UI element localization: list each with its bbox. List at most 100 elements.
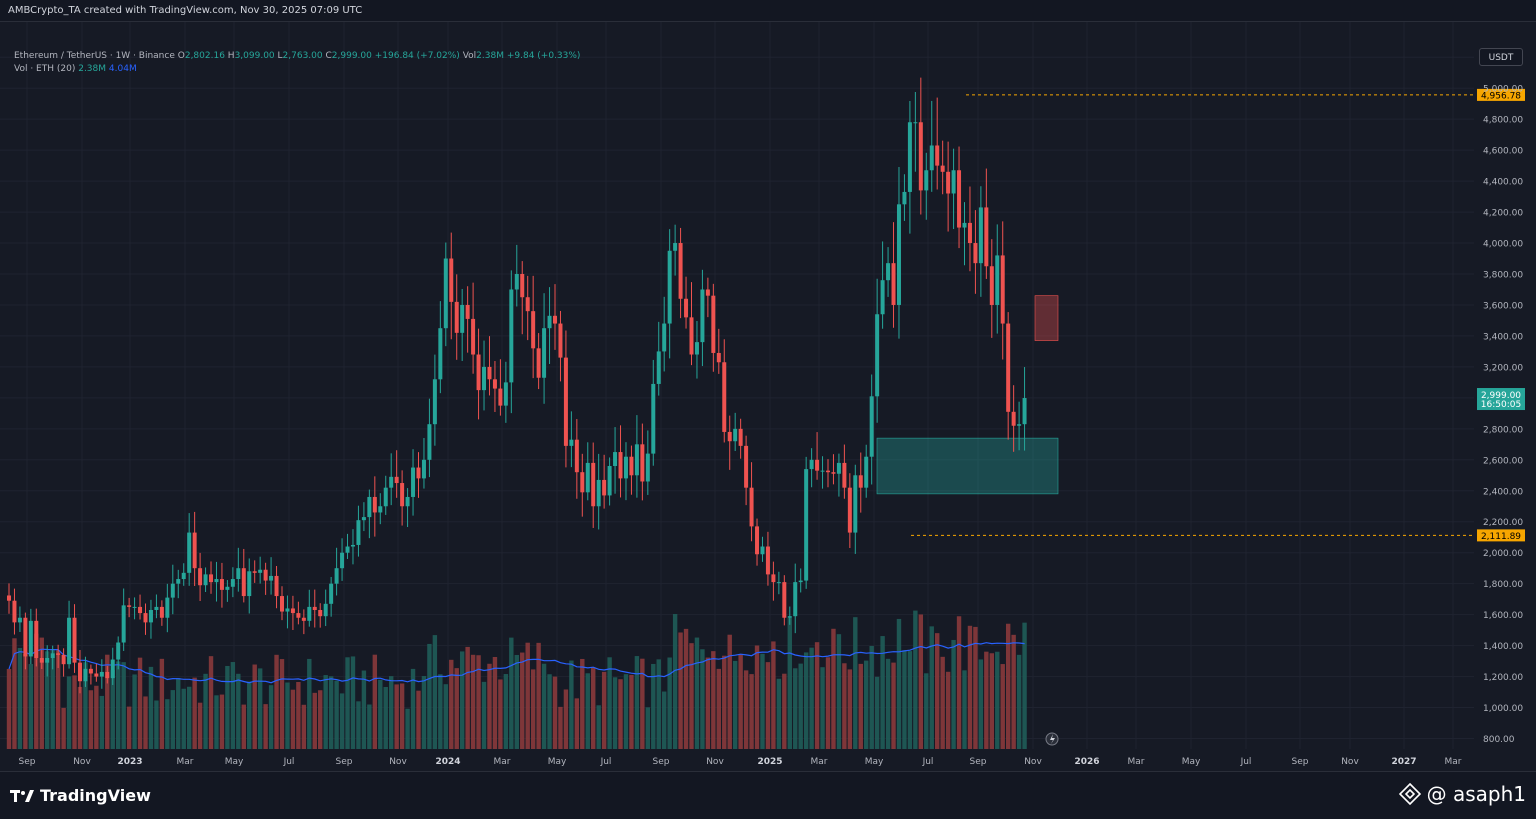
candle[interactable] bbox=[1017, 401, 1022, 451]
candle[interactable] bbox=[984, 168, 989, 279]
candle[interactable] bbox=[787, 606, 792, 625]
candle[interactable] bbox=[165, 583, 170, 633]
candle[interactable] bbox=[236, 547, 241, 592]
candle[interactable] bbox=[733, 412, 738, 452]
candle[interactable] bbox=[602, 454, 607, 509]
candle[interactable] bbox=[891, 222, 896, 328]
candle[interactable] bbox=[61, 648, 66, 677]
candle[interactable] bbox=[525, 275, 530, 341]
candle[interactable] bbox=[432, 354, 437, 446]
candle[interactable] bbox=[918, 77, 923, 215]
candle[interactable] bbox=[465, 286, 470, 353]
candle[interactable] bbox=[372, 476, 377, 537]
candle[interactable] bbox=[880, 241, 885, 329]
candle[interactable] bbox=[547, 287, 552, 364]
candle[interactable] bbox=[280, 586, 284, 621]
candle[interactable] bbox=[1022, 367, 1027, 451]
candle[interactable] bbox=[312, 589, 317, 628]
candle[interactable] bbox=[574, 419, 579, 499]
candle[interactable] bbox=[782, 575, 787, 626]
price-chart[interactable]: 4,956.78 2,111.89 800.00 1,000.00 1,200.00 1,… bbox=[0, 22, 1536, 771]
candle[interactable] bbox=[569, 411, 574, 468]
candle[interactable] bbox=[973, 210, 978, 294]
candle[interactable] bbox=[105, 665, 110, 684]
candle[interactable] bbox=[689, 282, 694, 366]
candle[interactable] bbox=[225, 580, 230, 602]
candle[interactable] bbox=[640, 423, 645, 501]
tradingview-logo[interactable]: TradingView bbox=[10, 786, 151, 805]
candle[interactable] bbox=[241, 548, 246, 603]
candle[interactable] bbox=[427, 398, 432, 478]
candle[interactable] bbox=[509, 270, 514, 414]
candle[interactable] bbox=[411, 449, 416, 516]
candle[interactable] bbox=[143, 603, 148, 635]
candle[interactable] bbox=[1006, 312, 1011, 440]
candle[interactable] bbox=[301, 609, 306, 635]
candle[interactable] bbox=[705, 277, 710, 318]
candle[interactable] bbox=[378, 493, 383, 525]
candle[interactable] bbox=[820, 456, 825, 489]
candle[interactable] bbox=[361, 502, 366, 532]
candle[interactable] bbox=[394, 450, 399, 498]
candle[interactable] bbox=[492, 361, 497, 413]
candle[interactable] bbox=[700, 269, 705, 367]
candle[interactable] bbox=[591, 442, 596, 528]
candle[interactable] bbox=[116, 636, 121, 670]
candle[interactable] bbox=[673, 224, 678, 276]
candle[interactable] bbox=[203, 567, 208, 592]
candle[interactable] bbox=[678, 227, 683, 319]
candle[interactable] bbox=[34, 608, 39, 667]
candle[interactable] bbox=[536, 333, 541, 390]
candle[interactable] bbox=[896, 166, 901, 339]
candle[interactable] bbox=[886, 247, 891, 297]
candle[interactable] bbox=[858, 452, 863, 513]
candle[interactable] bbox=[181, 563, 186, 586]
candle[interactable] bbox=[836, 453, 841, 497]
candle[interactable] bbox=[438, 301, 443, 394]
candle[interactable] bbox=[711, 283, 716, 372]
candle[interactable] bbox=[416, 452, 421, 498]
candle[interactable] bbox=[995, 224, 1000, 334]
candle[interactable] bbox=[607, 457, 612, 506]
candle[interactable] bbox=[962, 202, 967, 266]
candle[interactable] bbox=[749, 462, 754, 542]
candle[interactable] bbox=[629, 445, 634, 495]
candle[interactable] bbox=[88, 664, 93, 685]
candle[interactable] bbox=[804, 456, 809, 589]
candle[interactable] bbox=[1000, 221, 1005, 360]
candle[interactable] bbox=[138, 594, 143, 620]
candle[interactable] bbox=[957, 146, 962, 249]
candle[interactable] bbox=[323, 589, 328, 627]
candle[interactable] bbox=[940, 140, 945, 195]
candle[interactable] bbox=[482, 340, 487, 411]
candle[interactable] bbox=[94, 663, 99, 682]
candle[interactable] bbox=[340, 538, 345, 581]
candle[interactable] bbox=[290, 595, 295, 630]
lightning-icon[interactable] bbox=[1045, 732, 1059, 746]
candle[interactable] bbox=[869, 374, 874, 485]
candle[interactable] bbox=[618, 425, 623, 498]
candle[interactable] bbox=[563, 330, 568, 468]
candle[interactable] bbox=[148, 599, 153, 639]
candle[interactable] bbox=[12, 588, 17, 635]
candle[interactable] bbox=[132, 597, 137, 620]
candle[interactable] bbox=[744, 435, 749, 506]
candle[interactable] bbox=[771, 561, 776, 601]
candle[interactable] bbox=[503, 361, 508, 423]
candle[interactable] bbox=[776, 571, 781, 595]
candle[interactable] bbox=[722, 339, 727, 443]
candle[interactable] bbox=[809, 448, 814, 488]
candle[interactable] bbox=[329, 576, 334, 617]
candle[interactable] bbox=[585, 442, 590, 501]
candle[interactable] bbox=[383, 475, 388, 515]
candle[interactable] bbox=[847, 473, 852, 549]
candle[interactable] bbox=[738, 418, 743, 459]
candle[interactable] bbox=[760, 536, 765, 562]
candle[interactable] bbox=[127, 597, 132, 618]
candle[interactable] bbox=[951, 148, 956, 230]
candle[interactable] bbox=[716, 328, 721, 374]
candle[interactable] bbox=[23, 612, 28, 670]
candle[interactable] bbox=[214, 561, 219, 602]
candle[interactable] bbox=[252, 560, 257, 583]
candle[interactable] bbox=[498, 359, 503, 416]
